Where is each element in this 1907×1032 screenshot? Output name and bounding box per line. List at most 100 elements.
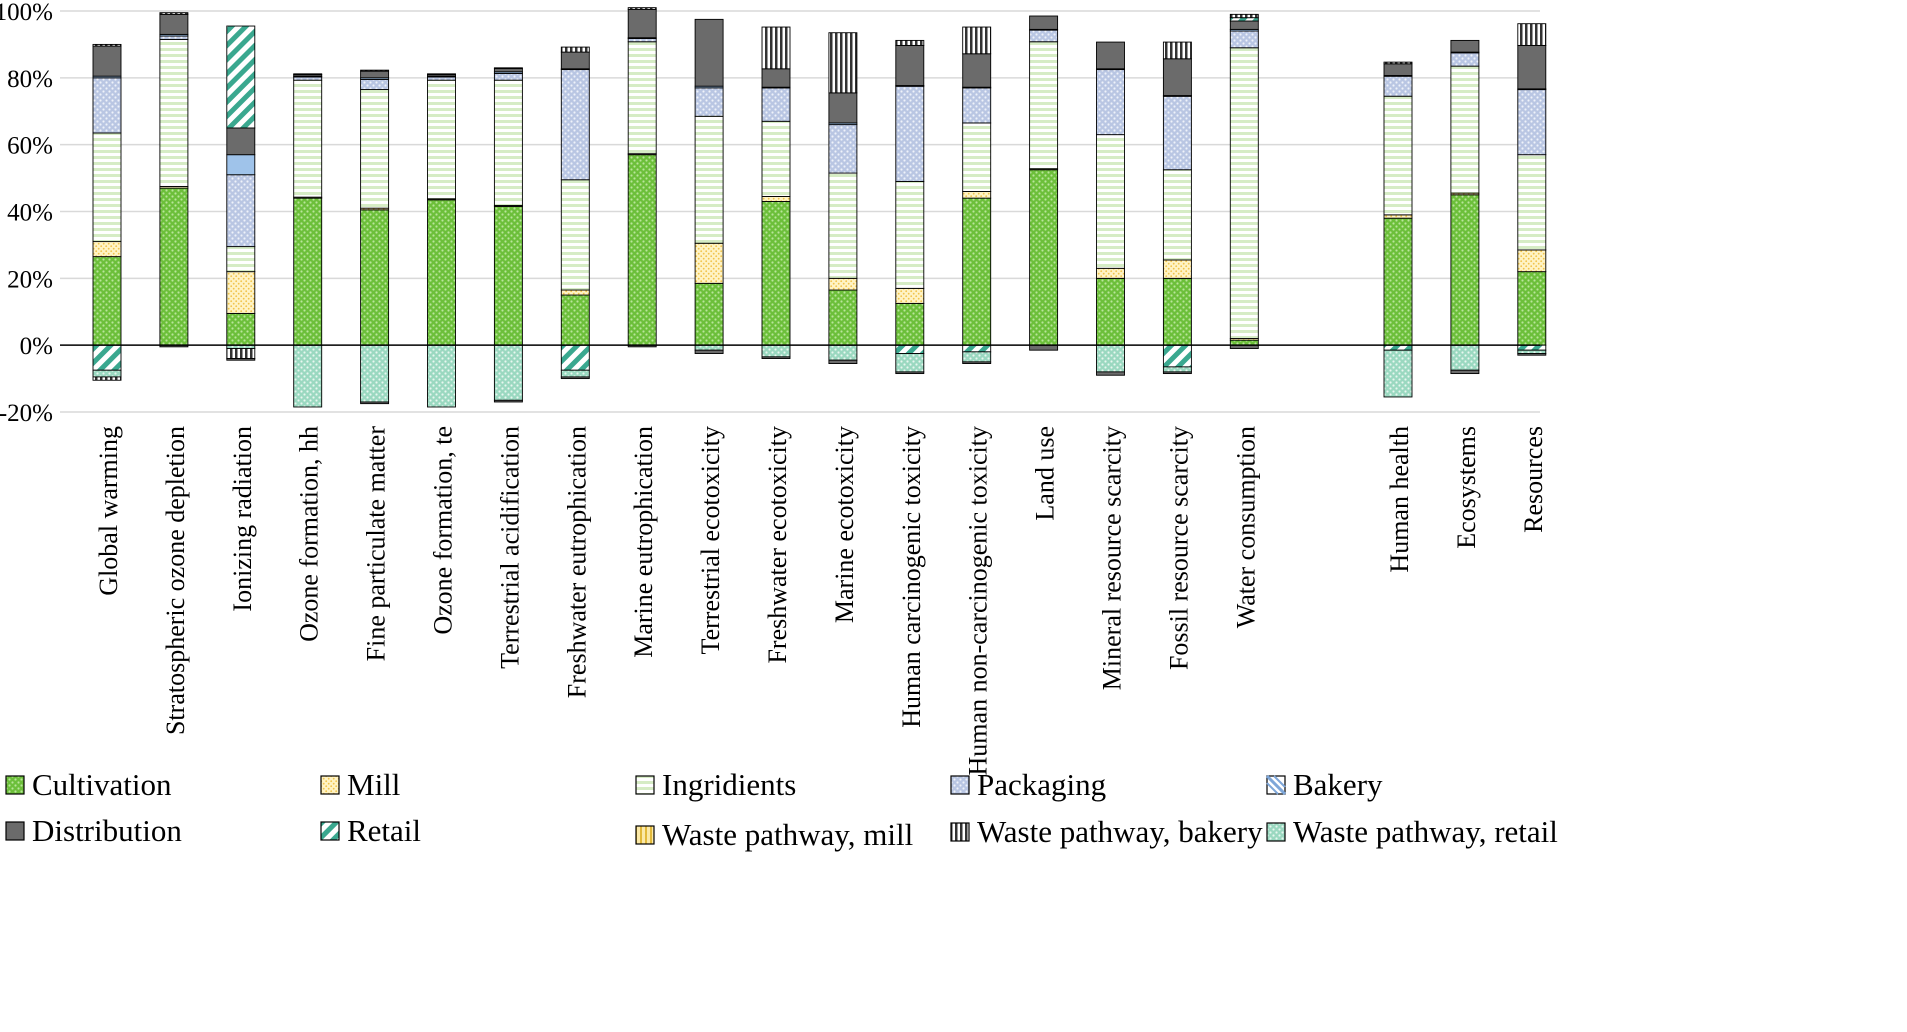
bar-segment-mill	[761, 196, 791, 202]
bar-segment-waste-pathway-retail	[1517, 349, 1547, 354]
bar-segment-ingridients	[1029, 41, 1059, 170]
x-tick-label-stratospheric-ozone-depletion: Stratospheric ozone depletion	[161, 426, 190, 735]
x-tick-label-freshwater-ecotoxicity: Freshwater ecotoxicity	[763, 426, 792, 664]
bars	[92, 7, 1547, 408]
bar-segment-packaging	[1383, 75, 1413, 97]
bar-segment-distribution	[1383, 63, 1413, 76]
bar-segment-ingridients	[1229, 47, 1259, 339]
bar-segment-waste-pathway-bakery	[493, 67, 523, 70]
bar-segment-waste-pathway-retail	[761, 344, 791, 358]
bar-segment-waste-pathway-retail	[360, 344, 390, 403]
bar-segment-waste-pathway-retail	[493, 344, 523, 401]
bar-segment-cultivation	[1162, 277, 1192, 346]
bar-segment-cultivation	[895, 302, 925, 346]
x-tick-label-land-use: Land use	[1031, 426, 1060, 521]
bar-segment-waste-pathway-bakery	[427, 73, 456, 76]
bar-segment-mill	[1162, 259, 1192, 279]
bar-segment-distribution	[493, 399, 523, 403]
legend-item-mill: Mill	[320, 769, 400, 800]
bar-segment-ingridients	[828, 172, 858, 279]
bar-segment-ingridients	[92, 132, 122, 243]
bar-segment-ingridients	[962, 122, 992, 192]
bar-segment-packaging	[895, 85, 925, 182]
bar-segment-distribution	[1517, 353, 1547, 356]
bar-segment-distribution	[1096, 41, 1125, 70]
legend-item-bakery: Bakery	[1266, 769, 1383, 800]
y-tick-label: 40%	[7, 200, 53, 227]
bar-segment-ingridients	[560, 179, 590, 291]
bar-segment-ingridients	[761, 120, 791, 197]
bar-segment-waste-pathway-bakery	[895, 39, 925, 46]
x-tick-label-ecosystems: Ecosystems	[1452, 426, 1481, 549]
bar-segment-packaging	[360, 79, 390, 90]
bar-segment-waste-pathway-retail	[1383, 349, 1413, 398]
legend-swatch-waste-pathway-bakery	[950, 821, 970, 842]
bar-segment-waste-pathway-bakery	[1162, 41, 1192, 60]
legend-item-packaging: Packaging	[950, 769, 1106, 800]
y-tick-label: 0%	[20, 333, 53, 360]
x-tick-label-global-warming: Global warming	[94, 426, 123, 596]
bar-segment-packaging	[761, 87, 791, 122]
x-tick-label-freshwater-eutrophication: Freshwater eutrophication	[562, 426, 591, 698]
bar-segment-cultivation	[1096, 277, 1125, 346]
bar-segment-ingridients	[1517, 154, 1547, 251]
legend-item-cultivation: Cultivation	[5, 769, 172, 800]
legend-swatch-distribution	[5, 820, 25, 841]
bar-segment-waste-pathway-retail	[560, 369, 590, 378]
bar-segment-distribution	[1096, 371, 1125, 376]
legend-swatch-waste-pathway-mill	[635, 824, 655, 845]
legend-label-waste-pathway-retail: Waste pathway, retail	[1293, 814, 1558, 849]
bar-segment-cultivation	[1029, 169, 1059, 346]
bar-segment-ingridients	[895, 180, 925, 289]
x-tick-label-marine-eutrophication: Marine eutrophication	[629, 426, 658, 658]
bar-segment-mill	[92, 241, 122, 258]
bar-segment-waste-pathway-retail	[694, 344, 724, 351]
bar-segment-packaging	[1517, 89, 1547, 156]
bar-segment-retail	[1383, 344, 1413, 351]
bar-segment-mill	[828, 277, 858, 291]
bar-segment-waste-pathway-retail	[293, 344, 323, 408]
y-tick-label: 60%	[7, 133, 53, 160]
bar-segment-waste-pathway-retail	[962, 351, 992, 363]
bar-segment-retail	[1162, 344, 1192, 368]
bar-segment-packaging	[159, 35, 189, 40]
bar-segment-distribution	[1517, 44, 1547, 90]
bar-segment-ingridients	[226, 246, 256, 273]
bar-segment-packaging	[828, 124, 858, 174]
bar-segment-distribution	[159, 13, 189, 35]
bar-segment-distribution	[1162, 371, 1192, 375]
bar-segment-cultivation	[159, 187, 189, 346]
bar-segment-retail	[1229, 17, 1259, 22]
bar-segment-waste-pathway-bakery	[92, 376, 122, 381]
bar-segment-packaging	[1162, 95, 1192, 171]
gridlines	[60, 10, 1540, 413]
bar-segment-distribution	[895, 371, 925, 375]
bar-segment-mill	[1517, 249, 1547, 273]
bar-segment-cultivation	[427, 199, 456, 346]
bar-segment-distribution	[761, 68, 791, 88]
bar-segment-mill	[895, 287, 925, 304]
bar-segment-distribution	[962, 53, 992, 88]
legend-item-distribution: Distribution	[5, 815, 182, 846]
bar-segment-retail	[962, 344, 992, 353]
bar-segment-mill	[962, 190, 992, 199]
y-tick-label: 80%	[7, 66, 53, 93]
bar-segment-waste-pathway-retail	[427, 344, 456, 408]
bar-segment-distribution	[828, 92, 858, 124]
bar-segment-ingridients	[159, 38, 189, 187]
x-tick-label-resources: Resources	[1519, 426, 1548, 533]
x-tick-label-ozone-formation-te: Ozone formation, te	[429, 426, 458, 635]
bar-segment-waste-pathway-bakery	[1383, 61, 1413, 65]
bar-segment-distribution	[1162, 58, 1192, 96]
bar-segment-retail	[1517, 344, 1547, 351]
bar-segment-waste-pathway-retail	[828, 344, 858, 361]
y-tick-label: -20%	[0, 400, 53, 427]
legend-label-distribution: Distribution	[32, 813, 182, 848]
bar-segment-cultivation	[1517, 271, 1547, 346]
legend-label-mill: Mill	[347, 767, 401, 802]
bar-segment-ingridients	[694, 115, 724, 244]
bar-segment-waste-pathway-retail	[895, 353, 925, 373]
bar-segment-distribution	[226, 127, 256, 156]
bar-segment-waste-pathway-retail	[1450, 344, 1480, 371]
x-tick-label-terrestrial-ecotoxicity: Terrestrial ecotoxicity	[696, 426, 725, 654]
